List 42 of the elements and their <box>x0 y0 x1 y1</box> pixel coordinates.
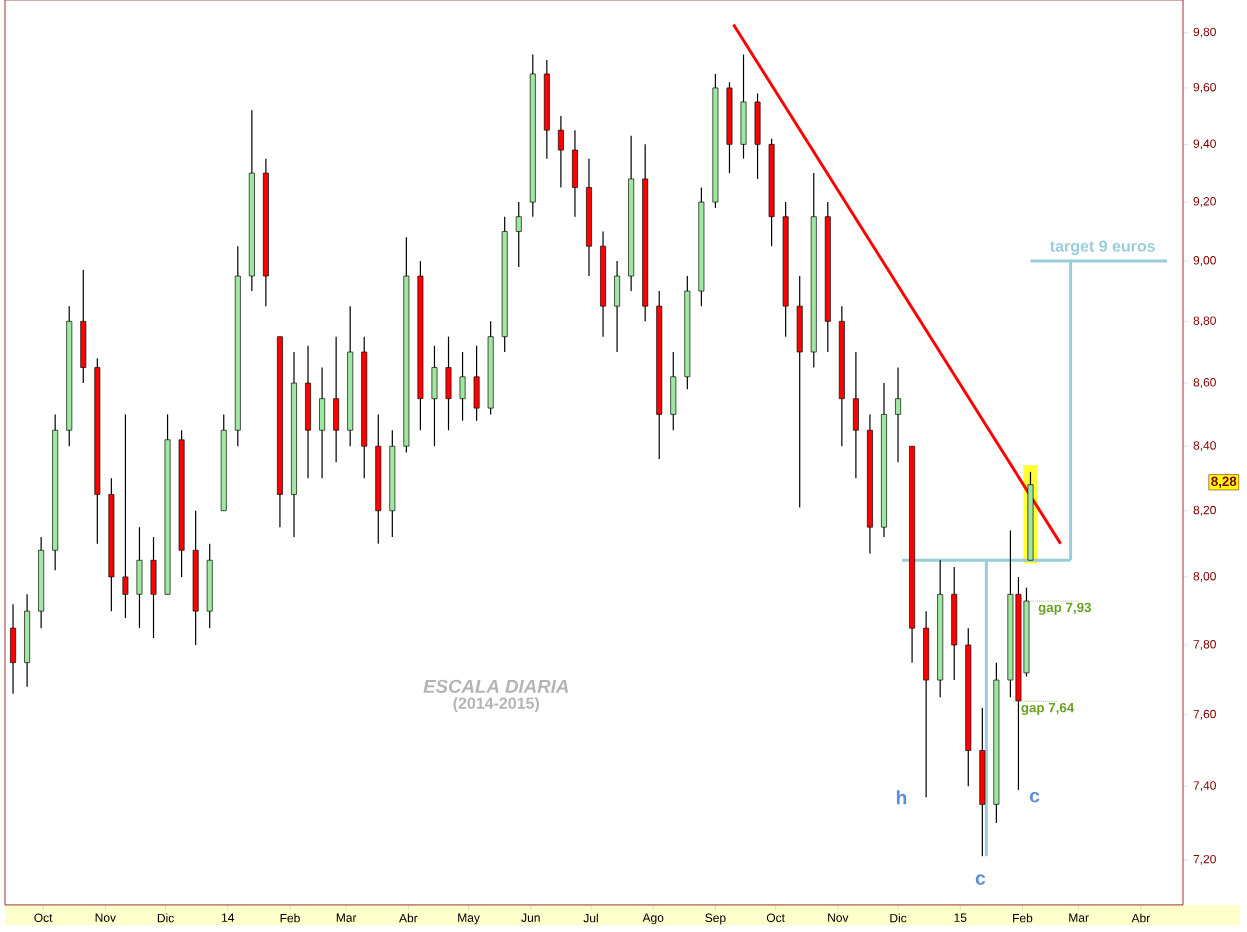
y-tick-label: 9,80 <box>1193 27 1216 38</box>
y-tick-label: 9,40 <box>1193 139 1216 150</box>
x-tick-label: Ago <box>642 913 664 925</box>
annotation: target 9 euros <box>1050 240 1155 255</box>
x-tick-label: May <box>458 913 480 925</box>
text: 8,28 <box>1211 476 1237 488</box>
y-tick-label: 9,00 <box>1193 256 1216 266</box>
x-tick-label: Dic <box>890 913 907 923</box>
annotation: h <box>896 790 907 805</box>
annotation: c <box>975 874 986 885</box>
y-tick-label: 9,60 <box>1193 82 1216 93</box>
x-tick-label: 15 <box>954 913 967 922</box>
x-tick-label: Nov <box>95 913 116 922</box>
annotation: ESCALA DIARIA <box>423 679 568 693</box>
x-tick-label: Oct <box>34 913 53 923</box>
y-tick-label: 7,60 <box>1193 709 1216 720</box>
annotation: (2014-2015) <box>453 697 540 713</box>
y-tick-label: 9,20 <box>1193 197 1216 208</box>
y-tick-label: 8,20 <box>1193 505 1216 516</box>
y-tick-label: 8,00 <box>1193 571 1216 582</box>
y-tick-label: 8,60 <box>1193 378 1216 388</box>
x-tick-label: Jul <box>583 913 598 923</box>
x-tick-label: Oct <box>766 913 785 923</box>
x-tick-label: Feb <box>280 913 300 923</box>
annotation: c <box>1029 791 1040 803</box>
x-tick-label: Sep <box>705 913 726 925</box>
annotation: gap 7,93 <box>1038 602 1091 615</box>
x-tick-label: Jun <box>521 913 540 922</box>
x-tick-label: Abr <box>1131 913 1150 923</box>
x-tick-label: Mar <box>1069 913 1089 922</box>
x-tick-label: 14 <box>222 913 235 922</box>
x-tick-label: Mar <box>336 913 357 922</box>
y-tick-label: 8,40 <box>1193 441 1216 452</box>
y-tick-label: 7,40 <box>1193 781 1216 792</box>
y-tick-label: 7,80 <box>1193 640 1216 650</box>
y-tick-label: 8,80 <box>1193 316 1216 327</box>
x-tick-label: Nov <box>828 913 849 922</box>
x-tick-label: Feb <box>1013 913 1033 923</box>
annotation: gap 7,64 <box>1021 702 1075 716</box>
x-tick-label: Dic <box>157 913 174 923</box>
x-tick-label: Abr <box>399 913 418 923</box>
y-tick-label: 7,20 <box>1193 854 1216 865</box>
